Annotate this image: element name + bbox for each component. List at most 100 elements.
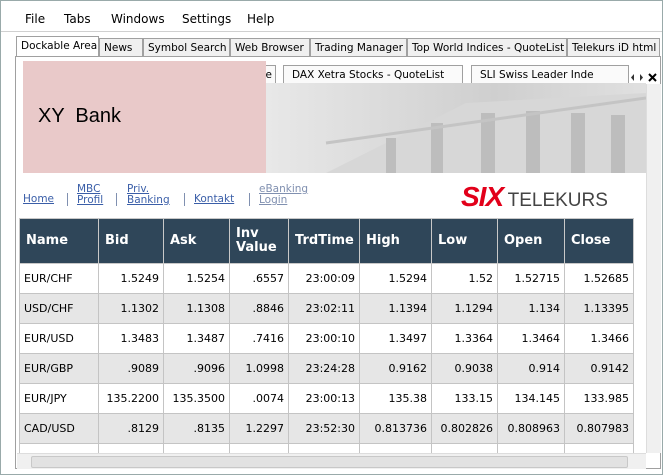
menu-item[interactable]: Help <box>247 12 274 26</box>
value-cell: 1.52715 <box>498 264 565 294</box>
banner-image <box>266 83 646 173</box>
link-separator <box>67 193 68 206</box>
value-cell: 133.985 <box>565 384 634 414</box>
value-cell: 0.807983 <box>565 414 634 444</box>
tab[interactable]: Trading Manager <box>310 38 407 56</box>
link-text[interactable]: Kontakt <box>194 194 234 205</box>
value-cell: 1.13395 <box>565 294 634 324</box>
value-cell: 1.3464 <box>498 324 565 354</box>
value-cell: 1.5254 <box>164 264 230 294</box>
value-cell: 23:00:13 <box>289 384 360 414</box>
inner-tab[interactable]: DAX Xetra Stocks - QuoteList <box>283 65 463 83</box>
value-cell: 0.9038 <box>432 354 498 384</box>
value-cell: 1.3466 <box>565 324 634 354</box>
value-cell: .8135 <box>164 414 230 444</box>
tab-nav-icons[interactable] <box>631 72 661 84</box>
tab[interactable]: Web Browser <box>230 38 310 56</box>
horizontal-scrollbar[interactable] <box>17 453 646 469</box>
value-cell: 133.15 <box>432 384 498 414</box>
value-cell: 1.6706 <box>498 444 565 454</box>
value-cell: 1.6706 <box>565 444 634 454</box>
menu-separator <box>1 31 663 32</box>
tab[interactable]: Telekurs iD html <box>567 38 660 56</box>
link-text[interactable]: Home <box>23 194 54 205</box>
symbol-cell: EUR/USD <box>20 324 99 354</box>
link-separator <box>184 193 185 206</box>
value-cell: 1.6774 <box>164 444 230 454</box>
link-text[interactable]: Profil <box>77 195 103 206</box>
menu-item[interactable]: Settings <box>182 12 231 26</box>
value-cell: 23:24:28 <box>289 354 360 384</box>
quote-table: NameBidAskInv ValueTrdTimeHighLowOpenClo… <box>19 218 634 453</box>
tab-nav[interactable] <box>631 69 661 88</box>
nav-link[interactable]: Priv.Banking <box>127 184 170 206</box>
value-cell: .9096 <box>164 354 230 384</box>
scroll-thumb[interactable] <box>31 456 628 468</box>
value-cell: 135.2200 <box>99 384 164 414</box>
column-header[interactable]: TrdTime <box>289 219 360 264</box>
tab[interactable]: News <box>99 38 143 56</box>
menu-item[interactable]: Tabs <box>64 12 91 26</box>
value-cell: 1.1302 <box>99 294 164 324</box>
menu-item[interactable]: File <box>25 12 45 26</box>
symbol-cell: EUR/GBP <box>20 354 99 384</box>
logo-text: TELEKURS <box>508 190 608 211</box>
symbol-cell: EUR/JPY <box>20 384 99 414</box>
column-header[interactable]: Low <box>432 219 498 264</box>
value-cell: 1.1308 <box>164 294 230 324</box>
value-cell: 1.6852 <box>360 444 432 454</box>
value-cell: .5964 <box>230 444 289 454</box>
column-header[interactable]: High <box>360 219 432 264</box>
link-text[interactable]: Banking <box>127 195 170 206</box>
link-separator <box>116 193 117 206</box>
logo: SIX TELEKURS <box>461 181 608 213</box>
value-cell: 1.1394 <box>360 294 432 324</box>
bank-name: XY Bank <box>38 105 121 128</box>
inner-tab[interactable]: SLI Swiss Leader Inde <box>471 65 629 83</box>
value-cell: 1.2297 <box>230 414 289 444</box>
value-cell: 1.3364 <box>432 324 498 354</box>
tab[interactable]: Top World Indices - QuoteList <box>407 38 567 56</box>
column-header[interactable]: Inv Value <box>230 219 289 264</box>
tab[interactable]: Symbol Search <box>143 38 230 56</box>
quote-row[interactable]: GBP/CHF1.67591.6774.596423:24:281.68521.… <box>20 444 634 454</box>
value-cell: 1.6656 <box>432 444 498 454</box>
vertical-scrollbar[interactable] <box>646 84 661 453</box>
value-cell: 0.9142 <box>565 354 634 384</box>
nav-link[interactable]: Home <box>23 194 54 205</box>
value-cell: 134.145 <box>498 384 565 414</box>
link-text[interactable]: Login <box>259 195 308 206</box>
value-cell: .8129 <box>99 414 164 444</box>
value-cell: 0.802826 <box>432 414 498 444</box>
value-cell: 1.5294 <box>360 264 432 294</box>
column-header[interactable]: Bid <box>99 219 164 264</box>
value-cell: .0074 <box>230 384 289 414</box>
column-header[interactable]: Close <box>565 219 634 264</box>
value-cell: 23:52:30 <box>289 414 360 444</box>
value-cell: 1.6759 <box>99 444 164 454</box>
column-header[interactable]: Name <box>20 219 99 264</box>
value-cell: 0.808963 <box>498 414 565 444</box>
value-cell: 1.3497 <box>360 324 432 354</box>
menu-item[interactable]: Windows <box>111 12 165 26</box>
value-cell: .7416 <box>230 324 289 354</box>
nav-link[interactable]: Kontakt <box>194 194 234 205</box>
column-header[interactable]: Open <box>498 219 565 264</box>
value-cell: 0.914 <box>498 354 565 384</box>
value-cell: .8846 <box>230 294 289 324</box>
symbol-cell: GBP/CHF <box>20 444 99 454</box>
column-header[interactable]: Ask <box>164 219 230 264</box>
value-cell: 23:02:11 <box>289 294 360 324</box>
tab[interactable]: Dockable Area <box>16 36 99 56</box>
value-cell: 1.134 <box>498 294 565 324</box>
value-cell: 0.813736 <box>360 414 432 444</box>
